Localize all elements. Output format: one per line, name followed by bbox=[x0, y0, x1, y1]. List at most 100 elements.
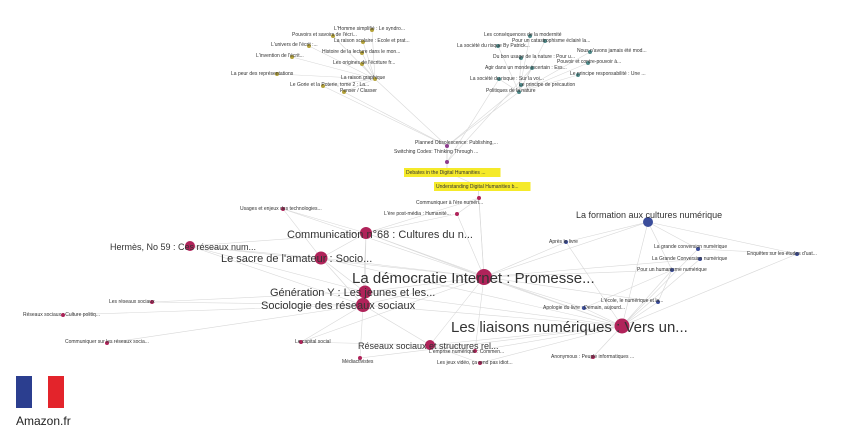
graph-nodes bbox=[61, 28, 799, 365]
graph-node-jeux-video[interactable] bbox=[478, 361, 482, 365]
graph-node-ere-postmedia[interactable] bbox=[455, 212, 459, 216]
graph-edge bbox=[276, 73, 376, 80]
graph-node-generation[interactable] bbox=[358, 285, 372, 299]
graph-node-anonymous[interactable] bbox=[591, 355, 595, 359]
graph-node-avions[interactable] bbox=[588, 50, 592, 54]
graph-edge bbox=[518, 57, 522, 93]
graph-node-raison-scolaire[interactable] bbox=[361, 40, 365, 44]
graph-edge bbox=[621, 269, 673, 327]
brand-label: Amazon.fr bbox=[16, 414, 71, 428]
graph-edge bbox=[282, 208, 367, 234]
graph-node-communiquer-reseaux[interactable] bbox=[105, 341, 109, 345]
graph-node-hermes[interactable] bbox=[185, 241, 195, 251]
graph-edge bbox=[308, 45, 376, 80]
graph-node-label: Switching Codes: Thinking Through ... bbox=[394, 149, 478, 155]
highlight-box bbox=[404, 168, 501, 177]
graph-node-principe-resp[interactable] bbox=[576, 73, 580, 77]
graph-node-societe-rar[interactable] bbox=[497, 77, 501, 81]
graph-node-formation[interactable] bbox=[643, 217, 653, 227]
graph-node-histoire-lecture[interactable] bbox=[360, 51, 364, 55]
graph-edge bbox=[282, 208, 322, 259]
graph-edge bbox=[362, 41, 376, 80]
graph-node-label: Les jeux vidéo, ça rend pas idiot... bbox=[437, 360, 513, 366]
graph-edge bbox=[282, 208, 485, 278]
graph-node-mediactivistes[interactable] bbox=[358, 356, 362, 360]
graph-node-label: Enquêtes sur les études d'uat... bbox=[747, 251, 817, 257]
graph-node-communiquer[interactable] bbox=[477, 196, 481, 200]
graph-edge bbox=[189, 245, 364, 306]
graph-node-enquetes[interactable] bbox=[795, 252, 799, 256]
graph-node-label: La raison graphique bbox=[341, 75, 385, 81]
graph-edge bbox=[374, 78, 448, 147]
graph-node-label: Histoire de la lecture dans le mon... bbox=[322, 49, 400, 55]
graph-node-ecole[interactable] bbox=[656, 300, 660, 304]
graph-node-agir[interactable] bbox=[530, 66, 534, 70]
graph-node-usages[interactable] bbox=[281, 207, 285, 211]
graph-node-label: Le principe de précaution bbox=[519, 82, 575, 88]
graph-edge bbox=[565, 241, 623, 327]
graph-node-label: Le sacre de l'amateur : Socio... bbox=[221, 253, 372, 265]
graph-node-label: Le Gorie et la Poterie, tome 2 : La... bbox=[290, 82, 369, 88]
graph-edge bbox=[300, 341, 431, 346]
graph-node-pouvoirs[interactable] bbox=[331, 34, 335, 38]
graph-edge bbox=[361, 63, 376, 80]
graph-node-label: Sociologie des réseaux sociaux bbox=[261, 300, 416, 312]
graph-node-gorie[interactable] bbox=[321, 84, 325, 88]
graph-node-usage-nature[interactable] bbox=[519, 56, 523, 60]
graph-edge bbox=[621, 253, 798, 327]
graph-node-reseaux-culture[interactable] bbox=[61, 313, 65, 317]
graph-node-label: Le capital social bbox=[295, 339, 331, 345]
highlight-box bbox=[434, 182, 531, 191]
graph-node-politiques[interactable] bbox=[517, 90, 521, 94]
graph-node-label: La Grande Conversion numérique bbox=[652, 256, 728, 262]
graph-node-grande-conversion[interactable] bbox=[696, 247, 700, 251]
graph-edge bbox=[657, 269, 673, 303]
graph-node-label: Pour un catastrophisme éclairé la... bbox=[512, 38, 590, 44]
graph-node-label: Les réseaux sociaux bbox=[109, 299, 155, 305]
graph-edge bbox=[446, 67, 533, 163]
graph-node-label: Pouvoir et contre-pouvoir à... bbox=[557, 59, 621, 65]
graph-node-grande-conversion-2[interactable] bbox=[698, 257, 702, 261]
graph-node-sacre[interactable] bbox=[314, 251, 328, 265]
graph-node-principe-prec[interactable] bbox=[519, 83, 523, 87]
graph-edge bbox=[518, 35, 531, 93]
graph-node-switching[interactable] bbox=[445, 160, 449, 164]
graph-node-capital[interactable] bbox=[299, 340, 303, 344]
graph-node-consequences[interactable] bbox=[528, 34, 532, 38]
graph-node-label: Réseaux sociaux et structures rel... bbox=[358, 341, 499, 351]
graph-node-pouvoir-savoir[interactable] bbox=[586, 61, 590, 65]
graph-node-emprise[interactable] bbox=[473, 349, 477, 353]
graph-node-reseaux-sociaux-1[interactable] bbox=[150, 300, 154, 304]
graph-node-planned[interactable] bbox=[445, 144, 449, 148]
graph-node-univers-ecrit[interactable] bbox=[307, 44, 311, 48]
graph-node-democratie[interactable] bbox=[476, 269, 492, 285]
graph-node-label: Planned Obsolescence: Publishing,... bbox=[415, 140, 498, 146]
graph-edge bbox=[320, 257, 485, 278]
graph-edge bbox=[647, 221, 673, 271]
graph-node-label: Debates in the Digital Humanities ... bbox=[406, 170, 485, 176]
graph-node-liaisons[interactable] bbox=[614, 318, 630, 334]
graph-node-label: L'Homme simplifié : Le syndro... bbox=[334, 26, 405, 32]
graph-node-peur[interactable] bbox=[275, 72, 279, 76]
graph-edge bbox=[151, 301, 364, 306]
graph-edge bbox=[621, 221, 649, 327]
graph-node-catastrophisme[interactable] bbox=[543, 39, 547, 43]
graph-node-origines[interactable] bbox=[360, 62, 364, 66]
graph-node-sociologie[interactable] bbox=[356, 298, 370, 312]
graph-node-communication68[interactable] bbox=[360, 227, 372, 239]
graph-node-humanisme[interactable] bbox=[670, 268, 674, 272]
graph-edge bbox=[697, 248, 798, 255]
graph-node-apologie[interactable] bbox=[582, 306, 586, 310]
flag-stripe-blue bbox=[16, 376, 32, 408]
graph-node-raison-graphique[interactable] bbox=[373, 77, 377, 81]
graph-node-penser[interactable] bbox=[342, 90, 346, 94]
graph-node-homme-simplifie[interactable] bbox=[370, 28, 374, 32]
graph-labels: La démocratie Internet : Promesse... Les … bbox=[23, 26, 817, 366]
graph-node-reseaux-structures[interactable] bbox=[425, 340, 435, 350]
graph-node-apres-livre[interactable] bbox=[564, 240, 568, 244]
graph-node-label: La grande conversion numérique bbox=[654, 244, 727, 250]
graph-edge bbox=[474, 325, 623, 352]
graph-node-invention[interactable] bbox=[290, 55, 294, 59]
graph-node-societe-risque[interactable] bbox=[496, 44, 500, 48]
graph-edge bbox=[62, 304, 364, 316]
